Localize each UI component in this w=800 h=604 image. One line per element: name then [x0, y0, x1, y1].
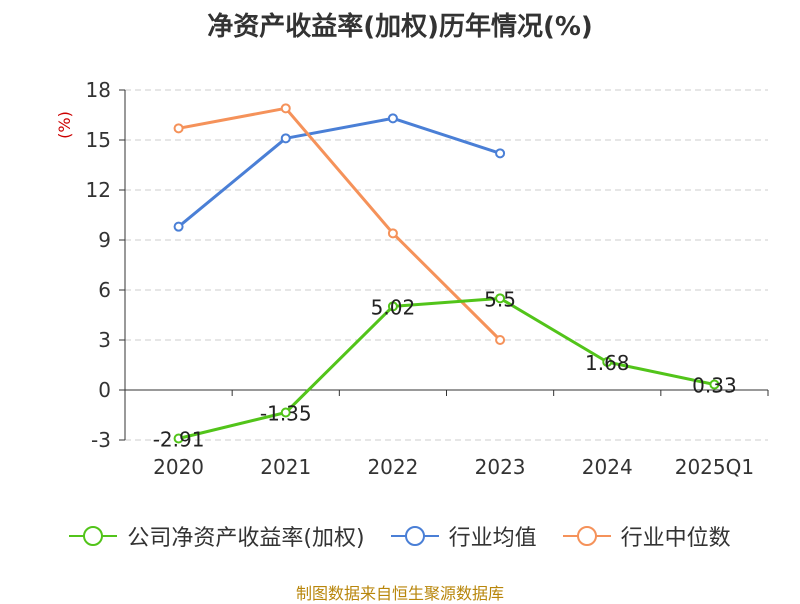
series-line: [177, 116, 501, 228]
x-tick-label: 2023: [475, 455, 526, 479]
data-point: [387, 228, 398, 239]
chart-title: 净资产收益率(加权)历年情况(%): [207, 12, 593, 42]
x-tick-label: 2022: [367, 455, 418, 479]
source-note: 制图数据来自恒生聚源数据库: [295, 584, 504, 603]
data-label: 5.5: [484, 287, 516, 311]
x-tick-label: 2021: [260, 455, 311, 479]
legend-item[interactable]: 行业均值: [390, 520, 537, 552]
legend-swatch: [69, 526, 118, 546]
data-point: [495, 293, 506, 304]
series-line: [178, 106, 502, 342]
data-point: [387, 301, 398, 312]
data-point: [280, 407, 291, 418]
data-point: [495, 335, 506, 345]
x-tick-label: 2020: [153, 455, 204, 479]
data-point: [709, 379, 720, 390]
data-point: [495, 148, 506, 159]
y-tick-label: -3: [91, 428, 111, 452]
legend-item[interactable]: 行业中位数: [562, 520, 731, 552]
data-label: 5.02: [371, 295, 416, 319]
y-tick-label: 9: [98, 228, 111, 252]
x-tick-label: 2024: [582, 455, 633, 479]
y-tick-label: 15: [86, 128, 111, 152]
y-tick-label: 12: [86, 178, 111, 202]
data-label: 1.68: [585, 351, 630, 375]
legend-swatch: [562, 526, 611, 546]
data-point: [173, 433, 184, 444]
data-point: [173, 221, 184, 232]
y-tick-label: 18: [86, 78, 111, 102]
data-point: [173, 123, 184, 134]
legend-item[interactable]: 公司净资产收益率(加权): [69, 520, 365, 552]
y-tick-label: 6: [98, 278, 111, 302]
y-tick-label: 3: [98, 328, 111, 352]
legend-label: 行业中位数: [620, 526, 731, 551]
x-tick-label: 2025Q1: [675, 455, 754, 479]
data-label: -1.35: [260, 402, 312, 426]
data-point: [387, 113, 398, 124]
data-point: [602, 357, 613, 367]
y-tick-label: 0: [98, 378, 111, 402]
legend-swatch: [390, 526, 439, 546]
legend-label: 行业均值: [448, 526, 537, 551]
data-label: 0.33: [692, 374, 737, 398]
legend: 公司净资产收益率(加权) 行业均值 行业中位数: [0, 520, 800, 552]
legend-label: 公司净资产收益率(加权): [127, 526, 365, 551]
y-axis-label: (%): [55, 111, 74, 139]
data-point: [280, 133, 291, 144]
series-line: [178, 296, 715, 440]
data-point: [280, 103, 291, 114]
data-label: -2.91: [153, 428, 205, 452]
